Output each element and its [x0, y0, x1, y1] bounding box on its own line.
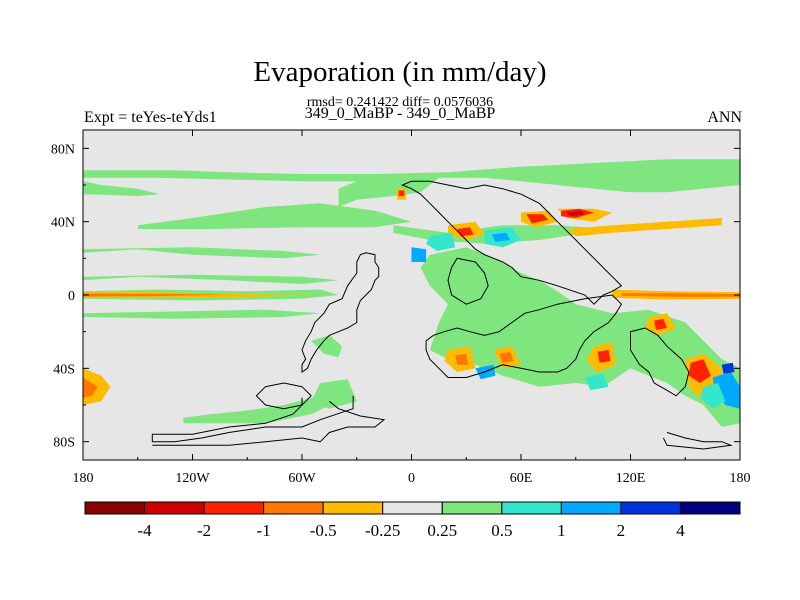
- x-tick-label: 0: [408, 471, 415, 486]
- colorbar-swatch: [501, 501, 562, 515]
- coastline: [662, 432, 733, 450]
- y-tick-label: 80S: [53, 436, 75, 451]
- colorbar-swatch: [382, 501, 443, 515]
- field-region: [688, 359, 711, 383]
- colorbar-swatch: [441, 501, 503, 515]
- field-region: [457, 227, 474, 237]
- field-region: [721, 362, 735, 374]
- x-tick-label: 120E: [616, 471, 646, 486]
- field-region: [654, 318, 667, 330]
- colorbar-swatch: [560, 501, 622, 515]
- colorbar-label: -2: [197, 521, 211, 540]
- field-region: [137, 203, 412, 229]
- experiment-label: Expt = teYes-teYds1: [84, 109, 217, 126]
- coastline: [401, 180, 623, 305]
- colorbar-swatch: [263, 501, 324, 515]
- field-region: [83, 159, 740, 207]
- field-region: [83, 247, 321, 259]
- colorbar-swatch: [620, 501, 681, 515]
- field-region: [455, 353, 469, 365]
- coastline: [630, 327, 690, 397]
- colorbar-label: 2: [617, 521, 626, 540]
- chart-title: Evaporation (in mm/day): [253, 56, 547, 88]
- field-region: [566, 218, 722, 237]
- field-regions: [83, 159, 740, 427]
- coastline: [301, 252, 380, 373]
- coastline: [152, 395, 354, 443]
- y-tick-label: 40S: [53, 362, 75, 377]
- colorbar-swatch: [322, 501, 384, 515]
- colorbar-swatch: [144, 501, 205, 515]
- x-tick-label: 60W: [288, 471, 316, 486]
- colorbar-label: 0.5: [491, 521, 512, 540]
- field-region: [499, 351, 514, 363]
- colorbar-label: -1: [257, 521, 271, 540]
- field-region: [566, 210, 585, 217]
- coastline: [425, 294, 623, 378]
- coastline: [319, 400, 386, 443]
- x-tick-label: 120W: [175, 471, 210, 486]
- colorbar-label: 1: [557, 521, 566, 540]
- colorbar-label: -0.5: [310, 521, 337, 540]
- colorbar-label: 0.25: [427, 521, 457, 540]
- field-region: [621, 293, 740, 297]
- field-region: [83, 274, 339, 284]
- colorbar-label: -4: [137, 521, 152, 540]
- field-region: [83, 181, 160, 196]
- field-region: [83, 293, 229, 297]
- period-label: ANN: [707, 109, 742, 126]
- stats-text: rmsd= 0.241422 diff= 0.0576036: [306, 95, 494, 110]
- field-region: [311, 379, 357, 409]
- coastline: [447, 257, 489, 305]
- y-tick-label: 80N: [51, 142, 75, 157]
- field-region: [183, 395, 339, 424]
- field-region: [584, 373, 609, 391]
- colorbar: -4 -2 -1 -0.5 -0.25 0.25 0.5 1 2 4: [84, 501, 741, 540]
- field-region: [83, 377, 98, 398]
- y-tick-label: 0: [68, 289, 75, 304]
- field-region: [491, 232, 511, 242]
- field-region: [699, 383, 726, 409]
- field-region: [426, 232, 456, 251]
- coastlines: [151, 180, 733, 450]
- field-region: [526, 214, 549, 224]
- field-region: [311, 335, 343, 358]
- field-region: [398, 190, 405, 196]
- x-tick-label: 60E: [510, 471, 533, 486]
- field-region: [83, 309, 321, 319]
- field-region: [712, 372, 740, 409]
- coastline: [151, 397, 303, 442]
- field-region: [597, 350, 611, 363]
- colorbar-label: -0.25: [365, 521, 400, 540]
- x-tick-label: 180: [730, 471, 751, 486]
- coastline: [152, 437, 321, 446]
- x-tick-label: 180: [73, 471, 94, 486]
- colorbar-swatch: [679, 501, 741, 515]
- axis-ticks: 180 120W 60W 0 60E 120E 180 80N 40N 0 40S 80S: [51, 130, 751, 486]
- y-tick-label: 40N: [51, 216, 75, 231]
- colorbar-swatch: [84, 501, 146, 515]
- colorbar-label: 4: [676, 521, 685, 540]
- center-subtitle: 349_0_MaBP - 349_0_MaBP: [304, 105, 496, 122]
- field-region: [411, 247, 427, 262]
- colorbar-swatch: [203, 501, 265, 515]
